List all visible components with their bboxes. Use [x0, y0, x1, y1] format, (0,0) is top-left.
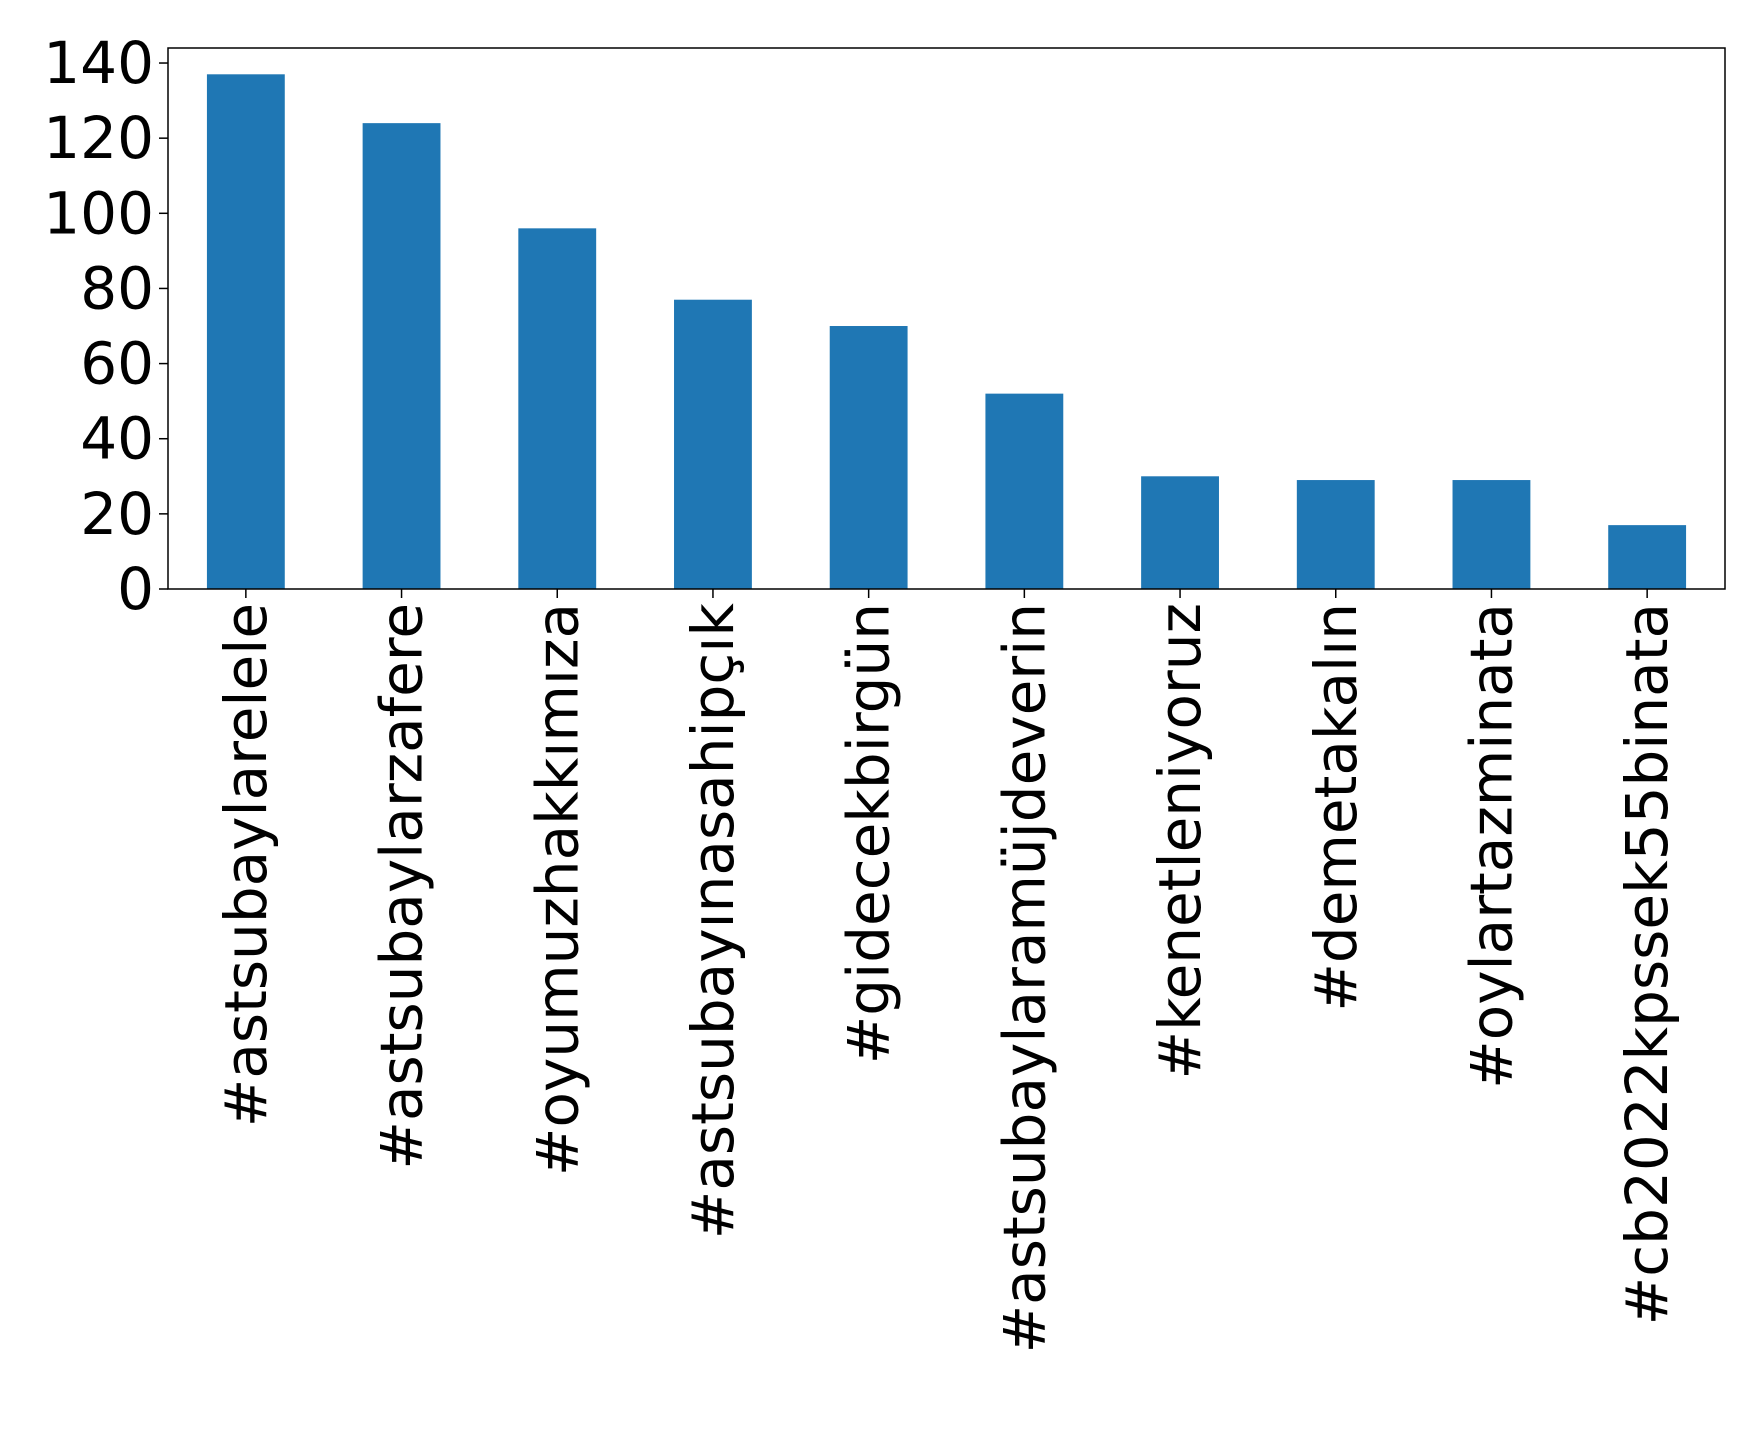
x-tick-label: #cb2022kpssek55binata: [1613, 603, 1681, 1325]
y-axis: 0 20 40 60 80 100 120 140: [43, 29, 168, 623]
x-tick-label: #astsubayınasahipçık: [679, 603, 747, 1240]
y-tick-label: 40: [80, 405, 154, 473]
bars-layer: [206, 74, 1687, 590]
x-tick-label: #oylartazminata: [1457, 603, 1525, 1089]
plot-frame: [167, 47, 1726, 590]
bar-0: [206, 74, 285, 590]
bar-8: [1452, 480, 1531, 589]
x-tick-label: #oyumuzhakkımıza: [523, 603, 591, 1176]
y-tick-label: 100: [43, 179, 154, 247]
y-tick-label: 80: [80, 254, 154, 322]
bar-2: [518, 228, 597, 590]
bar-6: [1141, 476, 1219, 589]
x-tick-label: #astsubaylarzafere: [368, 603, 436, 1170]
y-tick-label: 60: [80, 330, 154, 398]
x-tick-label: #astsubaylarelele: [212, 603, 280, 1127]
y-tick-label: 120: [43, 104, 154, 172]
x-tick-label: #astsubaylaramüjdeverin: [990, 603, 1058, 1353]
bar-5: [985, 393, 1064, 589]
bar-1: [362, 123, 441, 589]
x-tick-label: #gidecekbirgün: [835, 603, 903, 1064]
x-axis: #astsubaylarelele #astsubaylarzafere #oyum…: [212, 589, 1681, 1353]
bar-3: [674, 299, 752, 589]
bar-7: [1296, 480, 1375, 589]
bar-9: [1608, 525, 1687, 589]
y-tick-label: 0: [117, 555, 154, 623]
x-tick-label: #kenetleniyoruz: [1146, 603, 1214, 1080]
x-tick-label: #demetakalın: [1302, 603, 1370, 1012]
bar-4: [829, 326, 908, 589]
y-tick-label: 140: [43, 29, 154, 97]
y-tick-label: 20: [80, 480, 154, 548]
